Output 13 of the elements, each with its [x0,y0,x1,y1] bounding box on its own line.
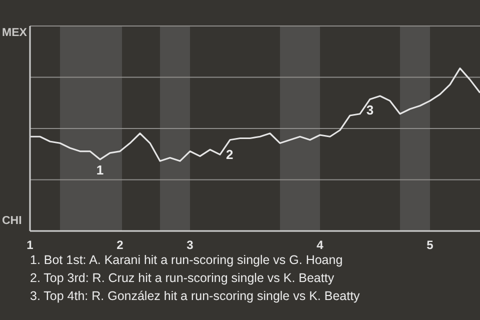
x-tick-label: 2 [116,238,124,252]
x-tick-label: 3 [186,238,194,252]
x-tick-label: 5 [426,238,434,252]
annotation: 3 [366,102,374,118]
x-tick-label: 1 [26,238,34,252]
text: 3. Top 4th: R. González hit a run-scoring single vs K. Beatty [30,288,361,305]
x-tick-label: 4 [316,238,324,252]
text: MEX [2,27,27,39]
text: 1. Bot 1st: A. Karani hit a run-scoring single vs G. Hoang [30,252,344,269]
annotation: 2 [226,147,234,162]
annotation: 1 [96,162,104,178]
text: 2. Top 3rd: R. Cruz hit a run-scoring single vs K. Beatty [30,270,336,287]
text: CHI [2,215,22,227]
